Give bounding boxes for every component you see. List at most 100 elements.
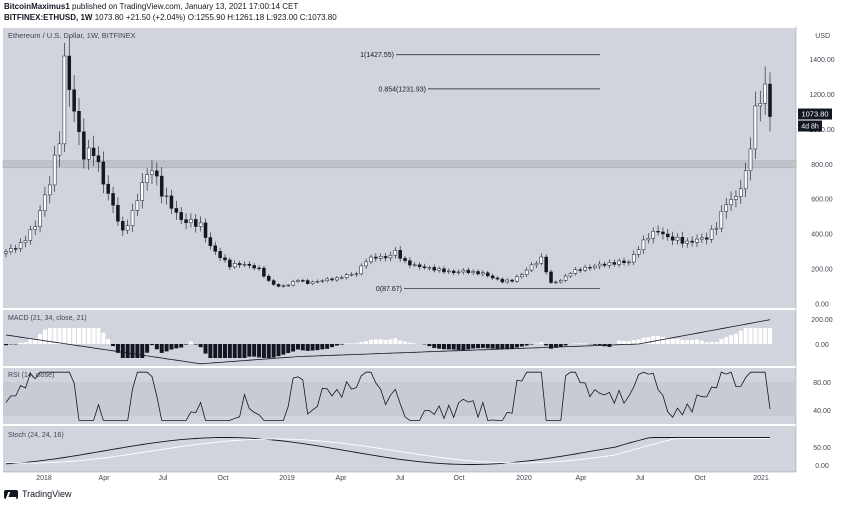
macd-bar xyxy=(476,344,481,349)
macd-bar xyxy=(135,344,140,358)
macd-bar xyxy=(753,328,758,344)
macd-bar xyxy=(704,342,709,344)
candle xyxy=(247,263,252,266)
candle xyxy=(568,273,573,277)
candle xyxy=(257,267,261,270)
macd-bar xyxy=(748,328,753,344)
candle xyxy=(121,221,125,231)
tradingview-logo[interactable]: TradingView xyxy=(4,489,72,499)
candle xyxy=(417,264,422,267)
macd-bar xyxy=(125,344,130,358)
candle xyxy=(641,239,646,250)
candle xyxy=(437,268,441,271)
candle xyxy=(91,147,96,156)
macd-bar xyxy=(626,341,631,344)
candle xyxy=(413,264,417,266)
macd-bar xyxy=(208,344,213,358)
macd-bar xyxy=(485,344,490,349)
macd-bar xyxy=(193,344,198,345)
macd-bar xyxy=(427,344,432,347)
candle xyxy=(544,256,548,273)
macd-bar xyxy=(91,328,96,344)
candle xyxy=(748,148,753,171)
candle xyxy=(33,226,37,231)
macd-bar xyxy=(203,344,208,354)
time-tick: Oct xyxy=(695,475,706,482)
macd-bar xyxy=(553,344,558,348)
candle xyxy=(700,237,704,240)
macd-bar xyxy=(651,335,656,344)
candle xyxy=(666,233,670,238)
macd-bar xyxy=(646,337,651,344)
candle xyxy=(495,277,500,280)
candles-group xyxy=(4,36,772,288)
macd-bar xyxy=(398,340,403,344)
candle xyxy=(393,250,398,256)
macd-bar xyxy=(149,344,154,346)
macd-bar xyxy=(106,339,111,344)
macd-bar xyxy=(310,344,315,351)
candle xyxy=(432,267,436,271)
candle xyxy=(622,260,626,264)
candle xyxy=(461,269,466,273)
candle xyxy=(481,272,485,275)
macd-bar xyxy=(198,344,203,348)
macd-bar xyxy=(261,344,266,358)
macd-bar xyxy=(456,344,461,350)
candle xyxy=(724,204,728,212)
candle xyxy=(252,265,256,269)
candle xyxy=(378,256,383,259)
candle xyxy=(344,274,349,278)
macd-bar xyxy=(42,329,47,344)
candle xyxy=(271,280,276,285)
time-tick: 2018 xyxy=(36,475,52,482)
fib-level-label: 0.854(1231.93) xyxy=(379,86,426,93)
macd-bar xyxy=(403,341,408,344)
macd-bar xyxy=(271,344,276,358)
candle xyxy=(208,237,213,247)
resistance-zone xyxy=(2,160,797,169)
candle xyxy=(291,281,295,286)
macd-bar xyxy=(76,328,81,344)
macd-bar xyxy=(33,338,38,344)
rsi-band xyxy=(3,382,796,416)
macd-bar xyxy=(300,344,305,351)
macd-bar xyxy=(729,335,734,344)
macd-bar xyxy=(685,340,690,344)
macd-bar xyxy=(47,328,52,344)
candle xyxy=(661,231,665,235)
candle xyxy=(335,277,339,281)
candle xyxy=(734,196,738,200)
candle xyxy=(646,238,651,241)
countdown-label: 4d 8h xyxy=(801,124,819,131)
candle xyxy=(62,55,67,145)
candle xyxy=(276,284,281,287)
macd-bar xyxy=(758,328,763,344)
time-tick: Jul xyxy=(636,475,645,482)
macd-bar xyxy=(101,332,106,344)
macd-bar xyxy=(286,344,291,353)
author-name[interactable]: BitcoinMaximus1 xyxy=(4,2,70,11)
candle xyxy=(340,277,344,279)
candle xyxy=(490,275,495,279)
macd-bar xyxy=(38,334,43,344)
price-tick: 1000.00 xyxy=(809,127,834,134)
rsi-line xyxy=(5,371,771,421)
candle xyxy=(262,267,266,277)
macd-bar xyxy=(164,344,169,352)
candle xyxy=(563,275,568,281)
price-tick: 800.00 xyxy=(811,162,833,169)
candle xyxy=(383,256,388,259)
candle xyxy=(86,147,91,160)
candle xyxy=(524,269,529,275)
candle xyxy=(218,251,222,259)
candle xyxy=(169,195,174,209)
candle xyxy=(578,269,582,271)
candle xyxy=(184,219,188,224)
macd-bar xyxy=(383,339,388,344)
macd-bar xyxy=(184,344,189,345)
candle xyxy=(656,231,660,233)
macd-bar xyxy=(325,344,330,349)
chart-canvas[interactable]: Ethereum / U.S. Dollar, 1W, BITFINEX USD… xyxy=(0,26,850,486)
candle xyxy=(573,269,578,274)
